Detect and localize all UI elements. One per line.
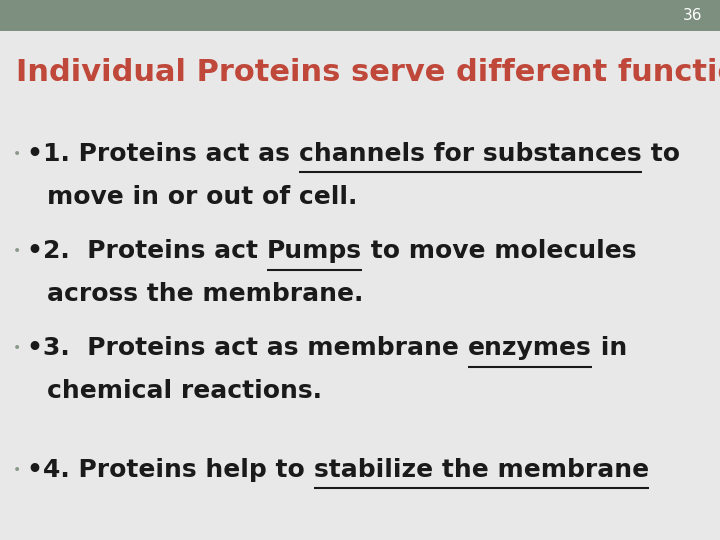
Text: chemical reactions.: chemical reactions. [47,380,322,403]
Text: Individual Proteins serve different functions:: Individual Proteins serve different func… [16,58,720,87]
Text: enzymes: enzymes [468,336,592,360]
Text: •: • [13,147,21,161]
Text: •4. Proteins help to: •4. Proteins help to [27,458,314,482]
Text: •3.  Proteins act as membrane: •3. Proteins act as membrane [27,336,468,360]
Text: •: • [13,341,21,355]
Text: Pumps: Pumps [267,239,362,263]
Text: move in or out of cell.: move in or out of cell. [47,185,357,209]
Text: stabilize the membrane: stabilize the membrane [314,458,649,482]
Text: •1. Proteins act as: •1. Proteins act as [27,142,299,166]
Text: •2.  Proteins act: •2. Proteins act [27,239,267,263]
Text: across the membrane.: across the membrane. [47,282,363,306]
Text: to: to [642,142,680,166]
Text: 36: 36 [683,8,702,23]
Text: •: • [13,463,21,477]
Text: to move molecules: to move molecules [362,239,636,263]
Text: in: in [592,336,627,360]
Text: •: • [13,244,21,258]
Bar [0,0,720,31]
Text: channels for substances: channels for substances [299,142,642,166]
